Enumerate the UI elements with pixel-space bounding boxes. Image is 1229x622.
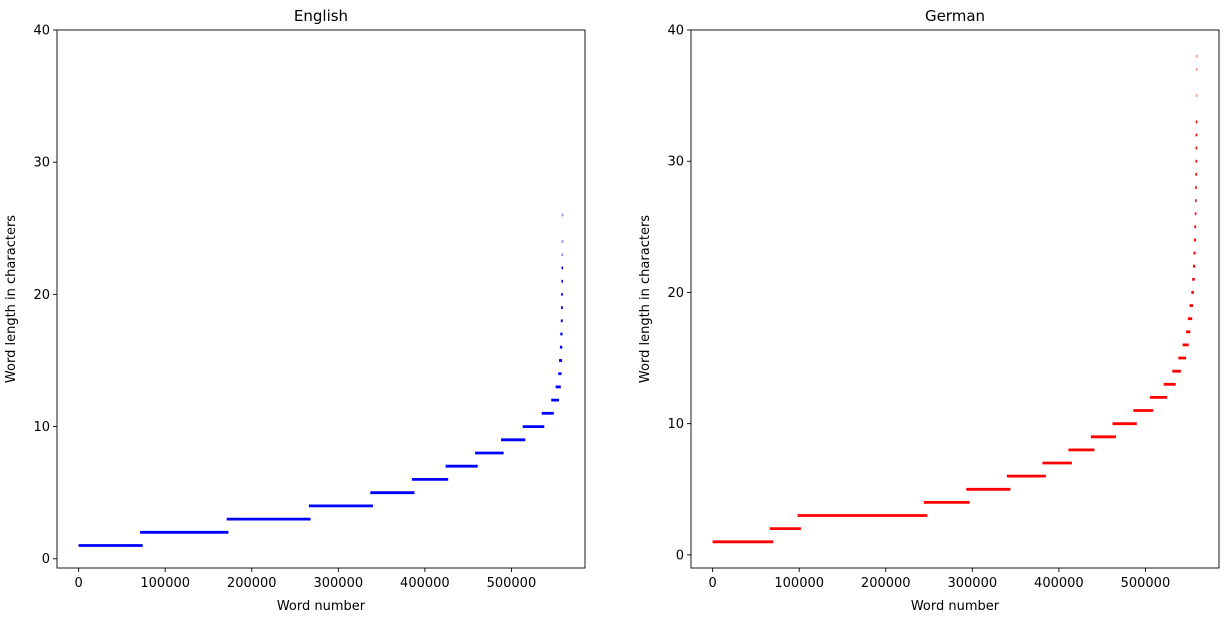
chart-1: 0 100000 200000 300000 400000 500000 0 10 20 30 40… [638,7,1220,614]
chart-0-ylabel: Word length in characters [4,215,19,383]
chart-1-xlabel: Word number [911,599,1000,614]
chart-1-ytick-label: 10 [667,417,684,432]
chart-0-ytick-label: 20 [33,288,50,303]
chart-1-xtick-label: 100000 [774,576,824,591]
chart-1-ytick-label: 40 [667,24,684,39]
chart-0-xtick-label: 400000 [400,576,450,591]
chart-0-ytick-label: 40 [33,24,50,39]
chart-0-ytick-label: 0 [42,552,50,567]
chart-0-xtick-label: 300000 [313,576,363,591]
chart-1-xtick-label: 500000 [1121,576,1171,591]
chart-0-series [78,213,564,547]
chart-0-xlabel: Word number [277,599,366,614]
chart-0-xtick-label: 100000 [140,576,190,591]
chart-1-xtick-label: 200000 [861,576,911,591]
chart-1-ytick-label: 0 [676,548,684,563]
chart-1-xtick-label: 400000 [1034,576,1084,591]
chart-0-xtick-label: 0 [74,576,82,591]
chart-0-ytick-label: 30 [33,156,50,171]
chart-1-title: German [925,7,985,25]
chart-1-xtick-label: 0 [708,576,716,591]
chart-1-series [712,54,1198,544]
chart-0-title: English [294,7,348,25]
chart-1-ytick-label: 30 [667,155,684,170]
chart-1-ytick-label: 20 [667,286,684,301]
chart-1-xtick-label: 300000 [947,576,997,591]
chart-0-ytick-label: 10 [33,420,50,435]
chart-1-frame [690,29,1220,569]
chart-1-ylabel: Word length in characters [638,215,653,383]
chart-0-frame [56,29,586,569]
chart-0-xtick-label: 200000 [227,576,277,591]
chart-0-xtick-label: 500000 [487,576,537,591]
chart-0: 0 100000 200000 300000 400000 500000 0 10 20 30 40… [4,7,586,614]
